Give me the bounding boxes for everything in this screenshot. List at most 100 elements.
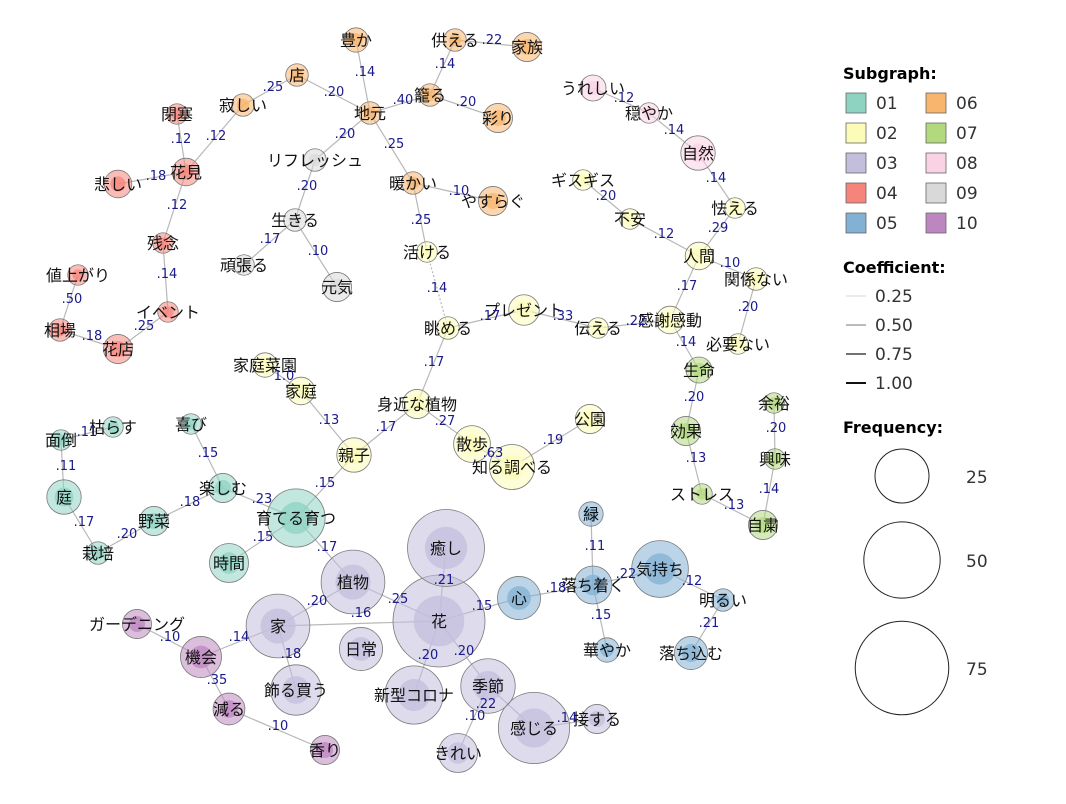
legend-frequency-label: 50: [966, 552, 988, 572]
node-label-hana: 花: [431, 612, 447, 631]
node-label-oyako: 親子: [338, 446, 370, 465]
coefficient-label: .10: [308, 244, 329, 259]
legend-swatch-07: [925, 122, 947, 144]
node-kokoro: [497, 576, 541, 620]
legend-swatch-10: [925, 212, 947, 234]
coefficient-label: .20: [117, 527, 138, 542]
coefficient-label: .10: [449, 184, 470, 199]
legend-subgraph-label: 04: [876, 184, 898, 204]
node-label-yorokobi: 喜び: [175, 415, 207, 434]
coefficient-label: .22: [626, 314, 647, 329]
legend-swatch-06: [925, 92, 947, 114]
coefficient-label: .20: [324, 85, 345, 100]
coefficient-label: .22: [476, 697, 497, 712]
coefficient-label: .29: [708, 221, 729, 236]
node-kazaru: [270, 664, 322, 716]
node-label-irodori: 彩り: [482, 109, 514, 128]
node-ganbaru: [233, 254, 255, 276]
node-label-neagari: 値上がり: [46, 266, 110, 285]
coefficient-label: .14: [676, 335, 697, 350]
node-stress: [691, 483, 713, 505]
legend-frequency-label: 25: [966, 468, 988, 488]
coefficient-label: .14: [706, 171, 727, 186]
legend-subgraph-label: 02: [876, 124, 898, 144]
node-label-kisetsu: 季節: [472, 677, 504, 696]
legend-frequency-circle: [863, 521, 941, 599]
node-label-gardening: ガーデニング: [89, 615, 185, 634]
coefficient-label: .22: [482, 33, 503, 48]
node-label-karasu: 枯らす: [89, 418, 137, 437]
legend-frequency-title: Frequency:: [843, 418, 943, 437]
node-label-kazaru: 飾る買う: [264, 681, 328, 700]
node-core: [218, 552, 240, 574]
node-core: [258, 358, 272, 372]
node-label-hanami: 花見: [170, 163, 202, 182]
node-label-mise: 店: [289, 66, 305, 85]
node-core: [162, 306, 174, 318]
coefficient-label: .25: [134, 319, 155, 334]
node-core: [279, 501, 313, 535]
node-label-jimoto: 地元: [354, 104, 386, 123]
node-core: [157, 237, 169, 249]
node-ochikomu: [674, 636, 708, 670]
coefficient-label: .23: [252, 492, 273, 507]
node-yasai: [139, 506, 169, 536]
node-kazoku: [512, 32, 542, 62]
node-core: [290, 68, 304, 82]
coefficient-label: .14: [157, 267, 178, 282]
node-label-souba: 相場: [44, 321, 76, 340]
node-jimoto: [358, 101, 382, 125]
node-label-sabishii: 寂しい: [219, 96, 267, 115]
legend-swatch-02: [845, 122, 867, 144]
node-core: [260, 608, 296, 644]
node-saibai: [86, 541, 110, 565]
node-kankeinai: [744, 267, 768, 291]
node-midori: [578, 501, 604, 527]
node-label-kouka: 効果: [670, 422, 702, 441]
coefficient-label: .13: [724, 498, 745, 513]
node-core: [716, 593, 730, 607]
coefficient-label: .10: [160, 630, 181, 645]
node-atatakai: [401, 171, 425, 195]
coefficient-labels-layer: .14 .22 .14 .20 .40 .20 .25 .12 .20 .25 .10 .25 .14.…: [56, 33, 787, 734]
node-karasu: [102, 416, 124, 438]
node-sanpo: [453, 425, 491, 463]
node-core: [507, 586, 531, 610]
node-core: [397, 678, 431, 712]
edge: [426, 251, 449, 329]
node-core: [308, 153, 322, 167]
node-label-sonaeru: 供える: [431, 31, 479, 50]
node-akarui: [711, 588, 735, 612]
node-core: [423, 88, 437, 102]
node-label-event: イベント: [136, 303, 200, 322]
coefficient-label: .18: [281, 647, 302, 662]
node-gardening: [122, 609, 152, 639]
coefficient-label: .20: [418, 648, 439, 663]
node-core: [128, 615, 146, 633]
node-shizen: [680, 135, 716, 171]
node-label-ie: 家: [270, 617, 286, 636]
legend-subgraph-label: 10: [956, 214, 978, 234]
legend-coefficient-title: Coefficient:: [843, 258, 946, 277]
node-label-heisa: 閉塞: [161, 105, 193, 124]
node-label-atatakai: 暖かい: [389, 174, 437, 193]
coefficient-label: .12: [206, 129, 227, 144]
node-core: [592, 322, 604, 334]
node-yoyuu: [763, 392, 785, 414]
legend-subgraph-label: 07: [956, 124, 978, 144]
node-label-herasu: 減る: [213, 700, 245, 719]
edge: [296, 74, 371, 114]
coefficient-label: .12: [654, 227, 675, 242]
node-core: [677, 422, 695, 440]
node-label-refresh: リフレッシュ: [267, 151, 363, 170]
legend-frequency-list: 25 50 75: [854, 448, 988, 716]
node-core: [624, 213, 636, 225]
legend-frequency-circle: [874, 448, 930, 504]
node-label-nichijou: 日常: [345, 640, 377, 659]
node-label-yutaka: 豊か: [340, 31, 372, 50]
node-core: [769, 453, 781, 465]
node-sonaeru: [443, 28, 467, 52]
node-core: [681, 643, 701, 663]
edge: [369, 112, 414, 184]
